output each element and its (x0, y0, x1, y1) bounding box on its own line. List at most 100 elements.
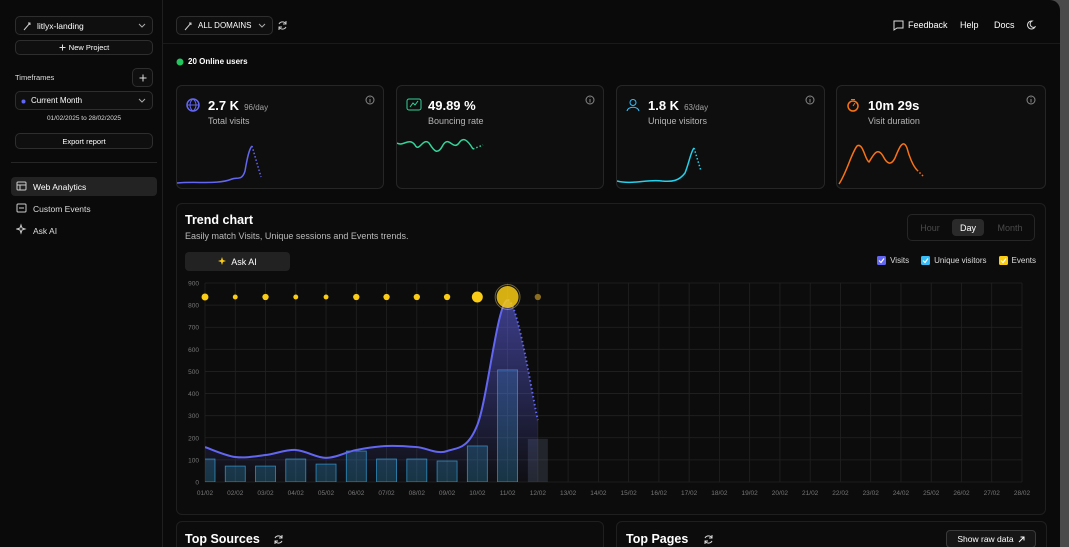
x-tick-label: 20/02 (772, 490, 789, 497)
y-tick-label: 100 (188, 457, 199, 464)
x-tick-label: 28/02 (1014, 490, 1031, 497)
per-day: 96/day (244, 103, 269, 112)
x-tick-label: 08/02 (409, 490, 426, 497)
export-button[interactable]: Export report (15, 133, 153, 149)
sparkline (838, 143, 924, 185)
card-label: Total visits (208, 116, 250, 126)
x-tick-label: 05/02 (318, 490, 335, 497)
x-tick-label: 25/02 (923, 490, 940, 497)
domain: ALL DOMAINS (198, 21, 252, 30)
legend-checkbox[interactable] (998, 256, 1008, 265)
toggle-option[interactable]: Month (997, 223, 1023, 233)
sparkline (177, 145, 262, 184)
stat-card: 1.8 K 63/day Unique visitors (616, 85, 825, 189)
info-icon[interactable] (365, 95, 375, 105)
nav-active[interactable] (11, 177, 157, 196)
legend-label: Unique visitors (934, 256, 987, 265)
x-tick-label: 24/02 (893, 490, 910, 497)
panel-title: Top Pages (626, 532, 689, 546)
stat-card: 10m 29s Visit duration (836, 85, 1046, 189)
ask-ai-button[interactable]: Ask AI (185, 252, 290, 271)
legend-item[interactable]: Visits (877, 256, 909, 265)
y-tick-label: 200 (188, 435, 199, 442)
plot (205, 299, 548, 482)
theme-icon[interactable] (1026, 20, 1036, 30)
bubble (353, 293, 360, 301)
raw-data-button[interactable]: Show raw data (946, 530, 1036, 547)
bubble-halo (494, 284, 521, 310)
icon (186, 98, 200, 112)
x-tick-label: 22/02 (832, 490, 849, 497)
legend-item[interactable]: Events (998, 256, 1036, 265)
add-button[interactable] (132, 68, 153, 87)
icon (847, 99, 859, 112)
legend-checkbox[interactable] (877, 256, 887, 265)
nav-item[interactable]: Web Analytics (33, 182, 87, 192)
line-group (205, 299, 508, 459)
timeframe-select[interactable]: Current Month (15, 91, 153, 110)
stat-card: 2.7 K 96/day Total visits (176, 85, 384, 189)
icon (406, 98, 422, 111)
sidebar: litlyx-landing New Project Timeframes Cu… (0, 0, 163, 547)
panel-title: Top Sources (185, 532, 260, 546)
online-users: 20 Online users (188, 57, 248, 66)
bubble (534, 293, 542, 301)
icon (626, 99, 640, 112)
info-icon[interactable] (585, 95, 595, 105)
x-tick-label: 12/02 (530, 490, 547, 497)
chevron (138, 98, 146, 103)
project-name: litlyx-landing (37, 21, 84, 31)
trend-chart: 0 100 200 300 400 500 600 700 800 900 01/02 02/02 03… (188, 281, 1031, 498)
x-tick-label: 17/02 (681, 490, 698, 497)
refresh-icon[interactable] (277, 20, 288, 31)
toggle-selected (952, 219, 984, 236)
card-label: Visit duration (868, 116, 920, 126)
nav-item[interactable]: Custom Events (33, 204, 91, 214)
top-link[interactable]: Docs (994, 20, 1015, 30)
sparkline (397, 138, 484, 152)
domain-select[interactable]: ALL DOMAINS (176, 16, 273, 35)
card-value: 2.7 K 96/day (208, 98, 268, 113)
x-tick-label: 11/02 (500, 490, 516, 497)
info-icon[interactable] (1026, 95, 1036, 105)
y-tick-label: 700 (188, 325, 199, 332)
x-tick-label: 03/02 (257, 490, 274, 497)
project-select[interactable]: litlyx-landing (15, 16, 153, 35)
y-tick-label: 400 (188, 391, 199, 398)
nav-icons (16, 181, 27, 235)
divider (11, 162, 157, 163)
value: 10m 29s (868, 98, 920, 113)
legend-checkbox[interactable] (921, 256, 931, 265)
area (205, 300, 538, 482)
refresh-icon[interactable] (273, 534, 284, 545)
top-link[interactable]: Feedback (908, 20, 948, 30)
value: 1.8 K (648, 98, 680, 113)
card-value: 10m 29s (868, 98, 919, 113)
nav-item[interactable]: Ask AI (33, 226, 58, 236)
bubble (496, 286, 519, 308)
bubble (383, 293, 390, 301)
sparkline (617, 147, 702, 184)
granularity-toggle: Hour Day Month (907, 214, 1035, 241)
feedback-icon (893, 20, 904, 31)
info-icon[interactable] (805, 95, 815, 105)
x-tick-label: 14/02 (590, 490, 607, 497)
top-link[interactable]: Help (960, 20, 979, 30)
button-label: Export report (62, 136, 106, 146)
stat-card: 49.89 % Bouncing rate (396, 85, 604, 189)
x-tick-label: 19/02 (742, 490, 759, 497)
legend-item[interactable]: Unique visitors (921, 256, 987, 265)
icon (139, 74, 147, 82)
toggle-option[interactable]: Hour (920, 223, 940, 233)
new-project-button[interactable]: New Project (15, 40, 153, 55)
chevron (138, 23, 146, 28)
refresh-icon[interactable] (703, 534, 714, 545)
icon (184, 22, 192, 31)
bubble (293, 294, 299, 300)
timeframe: Current Month (31, 96, 83, 105)
x-tick-label: 27/02 (984, 490, 1001, 497)
panel-title: Trend chart (185, 213, 254, 227)
toggle-option[interactable]: Day (959, 223, 976, 233)
